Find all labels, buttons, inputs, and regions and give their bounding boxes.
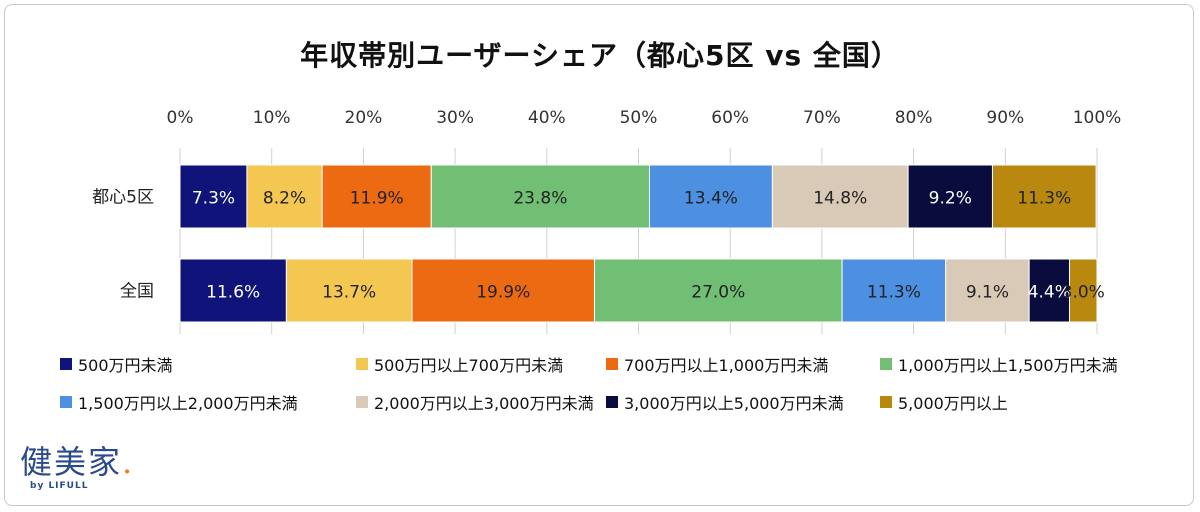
legend-label: 500万円未満 (78, 356, 173, 375)
legend-label: 700万円以上1,000万円未満 (624, 356, 829, 375)
x-tick-label: 20% (345, 108, 383, 128)
legend-swatch (880, 396, 892, 408)
legend-swatch (60, 358, 72, 370)
data-label: 27.0% (691, 283, 745, 303)
data-label: 8.2% (263, 189, 306, 209)
x-tick-label: 10% (253, 108, 291, 128)
data-label: 4.4% (1028, 283, 1071, 303)
legend-swatch (606, 358, 618, 370)
bar-segment (1068, 258, 1098, 323)
bar-segment (649, 164, 773, 229)
bar-segment (593, 258, 843, 323)
legend-swatch (60, 396, 72, 408)
legend-item: 500万円未満 (60, 352, 173, 376)
x-tick-label: 90% (986, 108, 1024, 128)
legend-swatch (606, 396, 618, 408)
legend-swatch (356, 358, 368, 370)
data-label: 7.3% (192, 189, 235, 209)
logo-byline: by LIFULL (30, 481, 89, 491)
bar-segment (285, 258, 413, 323)
x-tick-label: 80% (895, 108, 933, 128)
data-label: 11.9% (350, 189, 404, 209)
legend-item: 3,000万円以上5,000万円未満 (606, 390, 844, 414)
bar-segment (771, 164, 909, 229)
legend-swatch (356, 396, 368, 408)
data-label: 14.8% (813, 189, 867, 209)
x-tick-label: 40% (528, 108, 566, 128)
chart-frame (4, 4, 1194, 506)
bar-segment (430, 164, 651, 229)
category-label: 全国 (120, 282, 154, 302)
data-label: 13.7% (322, 283, 376, 303)
legend-item: 1,500万円以上2,000万円未満 (60, 390, 298, 414)
x-tick-label: 60% (711, 108, 749, 128)
data-label: 19.9% (476, 283, 530, 303)
legend-label: 3,000万円以上5,000万円未満 (624, 394, 844, 413)
data-label: 11.3% (867, 283, 921, 303)
category-label: 都心5区 (92, 188, 154, 208)
legend-item: 1,000万円以上1,500万円未満 (880, 352, 1118, 376)
x-tick-label: 0% (167, 108, 194, 128)
bar-segment (841, 258, 947, 323)
legend-item: 700万円以上1,000万円未満 (606, 352, 828, 376)
bar-segment (945, 258, 1030, 323)
brand-logo: 健美家. by LIFULL (20, 444, 134, 491)
data-label: 11.3% (1017, 189, 1071, 209)
legend-item: 2,000万円以上3,000万円未満 (356, 390, 594, 414)
bar-segment (411, 258, 595, 323)
x-tick-label: 30% (436, 108, 474, 128)
data-label: 13.4% (684, 189, 738, 209)
data-label: 9.1% (966, 283, 1009, 303)
bar-segment (1028, 258, 1070, 323)
logo-wordmark: 健美家. (20, 443, 135, 481)
legend-label: 1,000万円以上1,500万円未満 (898, 356, 1118, 375)
x-tick-label: 70% (803, 108, 841, 128)
bar-segment (991, 164, 1097, 229)
data-label: 3.0% (1062, 283, 1105, 303)
legend-label: 2,000万円以上3,000万円未満 (374, 394, 594, 413)
legend-label: 1,500万円以上2,000万円未満 (78, 394, 298, 413)
bar-segment (179, 258, 287, 323)
legend-item: 500万円以上700万円未満 (356, 352, 563, 376)
legend-swatch (880, 358, 892, 370)
legend-item: 5,000万円以上 (880, 390, 1008, 414)
data-label: 9.2% (929, 189, 972, 209)
legend-label: 500万円以上700万円未満 (374, 356, 564, 375)
legend-label: 5,000万円以上 (898, 394, 1008, 413)
bar-segment (179, 164, 248, 229)
x-tick-label: 100% (1073, 108, 1122, 128)
x-tick-label: 50% (620, 108, 658, 128)
bar-segment (321, 164, 432, 229)
data-label: 11.6% (206, 283, 260, 303)
data-label: 23.8% (513, 189, 567, 209)
chart-title: 年収帯別ユーザーシェア（都心5区 vs 全国） (300, 39, 900, 72)
